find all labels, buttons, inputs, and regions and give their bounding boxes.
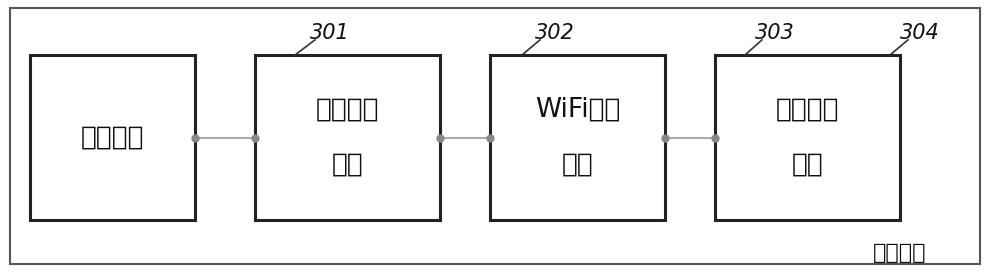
Text: 终端设备: 终端设备 xyxy=(873,243,927,263)
Text: 单元: 单元 xyxy=(332,152,363,178)
Text: 301: 301 xyxy=(310,23,350,43)
Text: 303: 303 xyxy=(755,23,795,43)
Text: 热点建立: 热点建立 xyxy=(776,97,839,123)
Bar xyxy=(715,55,900,220)
Text: 单元: 单元 xyxy=(792,152,823,178)
Text: 302: 302 xyxy=(535,23,575,43)
Bar xyxy=(30,55,195,220)
Bar xyxy=(255,55,440,220)
Text: WiFi关闭: WiFi关闭 xyxy=(535,97,620,123)
Text: 单元: 单元 xyxy=(562,152,593,178)
Text: 运行单元: 运行单元 xyxy=(81,125,144,150)
Text: 304: 304 xyxy=(900,23,940,43)
Text: 第一检测: 第一检测 xyxy=(316,97,379,123)
Bar xyxy=(490,55,665,220)
